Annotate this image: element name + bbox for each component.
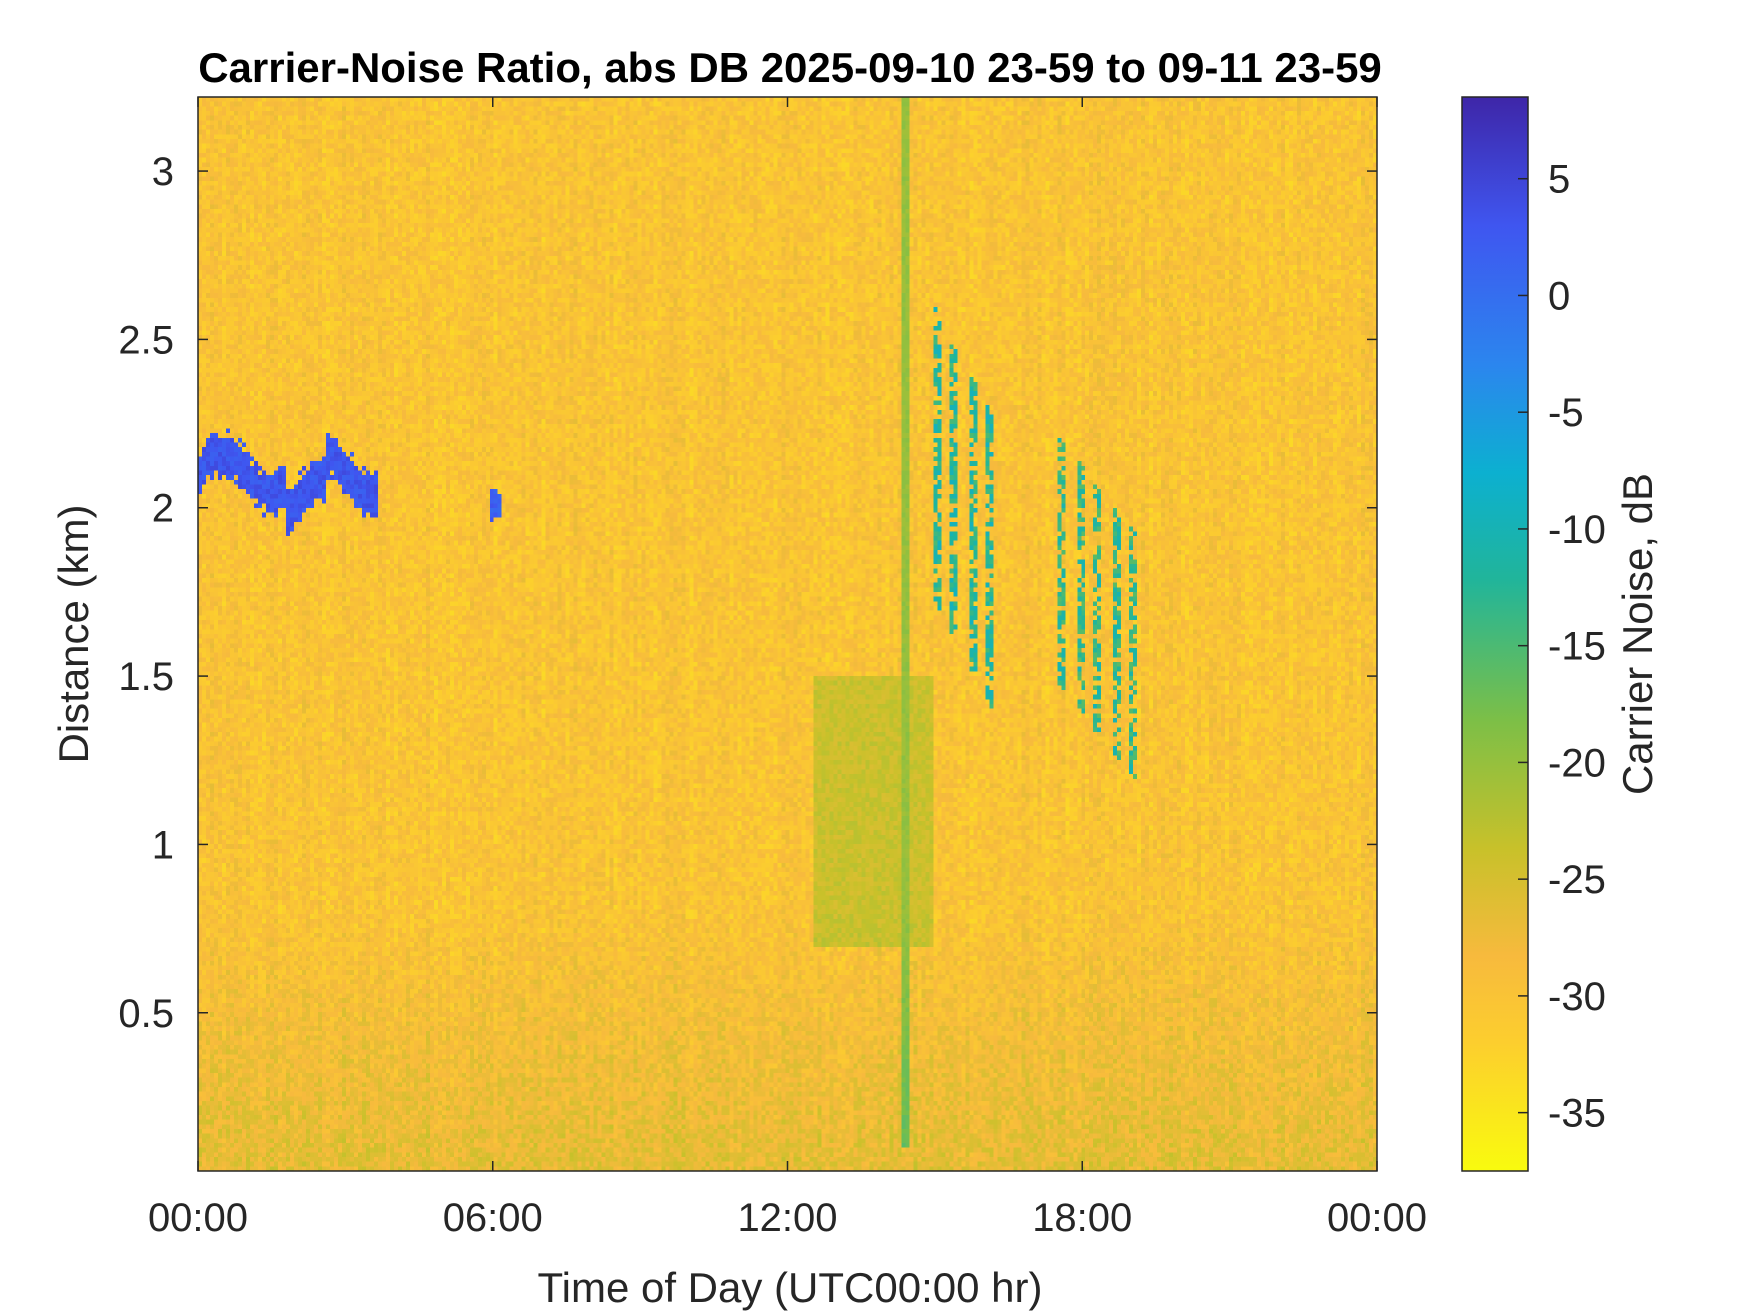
colorbar-label: Carrier Noise, dB: [1614, 473, 1661, 795]
y-axis-label: Distance (km): [50, 504, 97, 763]
x-tick-label: 18:00: [1032, 1196, 1132, 1240]
y-tick-label: 3: [152, 150, 174, 194]
y-tick-label: 0.5: [118, 992, 174, 1036]
y-tick-label: 1: [152, 823, 174, 867]
x-axis: 00:00 06:00 12:00 18:00 00:00: [148, 97, 1427, 1240]
y-tick-label: 1.5: [118, 655, 174, 699]
colorbar-tick-label: -15: [1548, 625, 1606, 669]
y-axis: 0.5 1 1.5 2 2.5 3: [118, 150, 1377, 1036]
y-tick-label: 2: [152, 487, 174, 531]
chart-title: Carrier-Noise Ratio, abs DB 2025-09-10 2…: [198, 44, 1382, 91]
y-tick-label: 2.5: [118, 318, 174, 362]
colorbar-tick-label: 5: [1548, 158, 1570, 202]
colorbar-tick-label: -25: [1548, 858, 1606, 902]
colorbar-tick-label: -10: [1548, 508, 1606, 552]
heatmap-canvas: [198, 97, 1377, 1171]
colorbar-tick-label: -35: [1548, 1092, 1606, 1136]
colorbar-tick-label: 0: [1548, 274, 1570, 318]
colorbar-tick-label: -30: [1548, 975, 1606, 1019]
colorbar: [1461, 96, 1529, 1172]
x-tick-label: 12:00: [737, 1196, 837, 1240]
x-axis-label: Time of Day (UTC00:00 hr): [538, 1264, 1043, 1311]
x-tick-label: 06:00: [443, 1196, 543, 1240]
colorbar-axis: 5 0 -5 -10 -15 -20 -25 -30 -35: [1518, 158, 1606, 1136]
colorbar-tick-label: -5: [1548, 391, 1584, 435]
colorbar-tick-label: -20: [1548, 741, 1606, 785]
heatmap-container: [198, 97, 1377, 1171]
x-tick-label: 00:00: [148, 1196, 248, 1240]
x-tick-label: 00:00: [1327, 1196, 1427, 1240]
